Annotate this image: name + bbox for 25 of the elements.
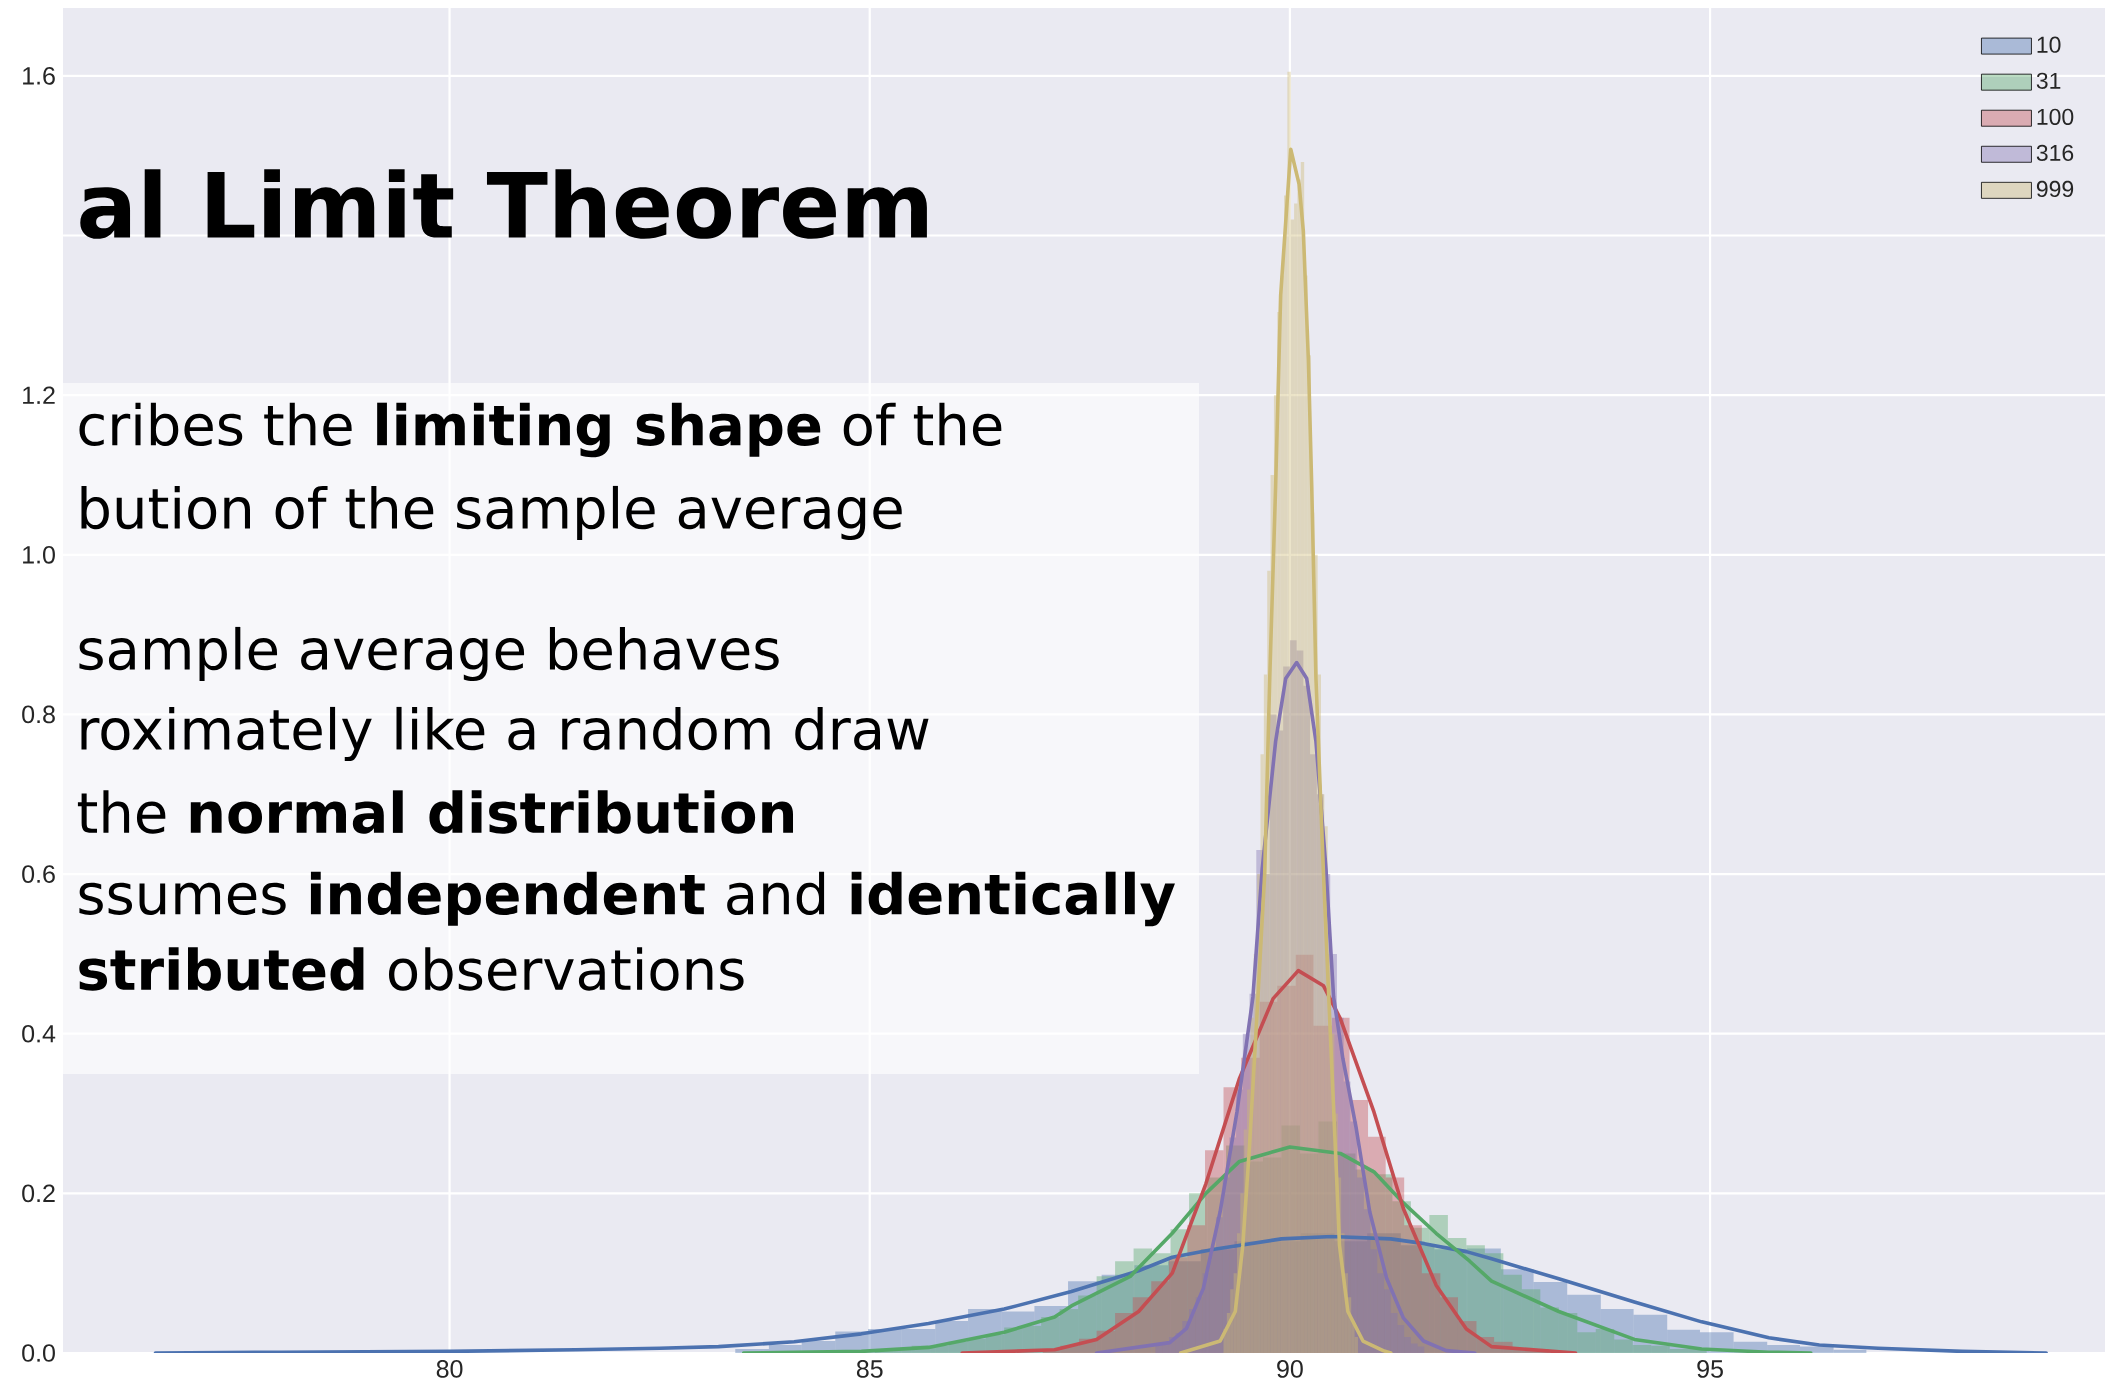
text: al Limit Theorem (80, 169, 927, 239)
y-tick-label: 1.2 (23, 386, 55, 404)
annotation: the normal distribution (77, 790, 794, 834)
legend-label: 316 (2036, 144, 2074, 162)
x-tick-label: 85 (856, 1360, 883, 1378)
y-tick-label: 1.6 (23, 67, 55, 85)
legend-label: 999 (2036, 180, 2074, 198)
x-tick-label: 95 (1697, 1360, 1723, 1378)
annotation: cribes the limiting shape of the (79, 402, 1002, 458)
y-tick-label: 1.0 (23, 545, 55, 564)
annotation: ssumes independent and identically (79, 871, 1175, 927)
y-tick-label: 0.6 (22, 865, 55, 883)
y-tick-label: 0.8 (22, 705, 55, 724)
x-tick-label: 90 (1277, 1360, 1303, 1378)
y-tick-label: 0.2 (22, 1184, 55, 1203)
legend-label: 100 (2037, 108, 2074, 125)
y-tick-label: 0.4 (22, 1024, 56, 1043)
x-tick-label: 80 (436, 1360, 463, 1378)
legend-label: 31 (2036, 72, 2061, 89)
annotation: roximately like a random draw (81, 706, 929, 762)
annotation: bution of the sample average (81, 485, 902, 541)
annotation: sample average behaves (79, 626, 779, 682)
y-tick-label: 0.0 (22, 1344, 55, 1362)
annotation: stributed observations (79, 947, 744, 991)
legend-label: 10 (2037, 36, 2061, 53)
